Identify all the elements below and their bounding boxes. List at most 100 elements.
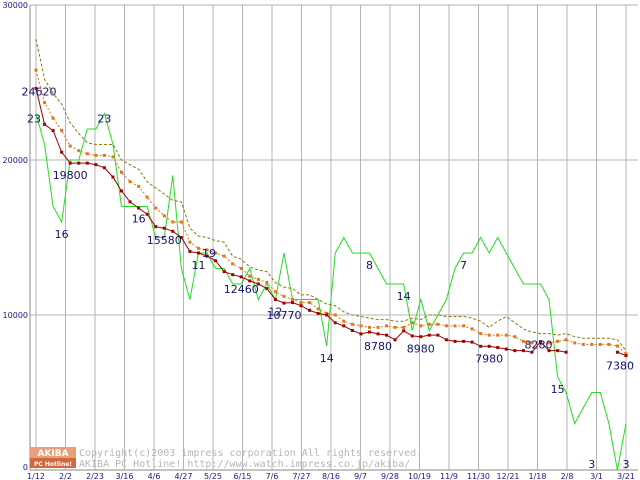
average-price-point: [68, 144, 72, 148]
lowest-price-point: [436, 333, 440, 337]
average-price-point: [385, 324, 389, 328]
average-price-point: [496, 333, 500, 337]
lowest-price-point: [564, 350, 568, 354]
lowest-price-point: [43, 122, 47, 126]
average-price-point: [51, 116, 55, 120]
lowest-price-point: [265, 287, 269, 291]
x-tick-label: 11/9: [440, 472, 458, 480]
average-price-point: [128, 180, 132, 184]
data-label: 16: [132, 213, 146, 226]
average-price-point: [162, 214, 166, 218]
average-price-point: [615, 344, 619, 348]
lowest-price-point: [128, 200, 132, 204]
lowest-price-point: [419, 335, 423, 339]
y-tick-label: 10000: [3, 311, 28, 320]
upper-price-line: [35, 38, 627, 351]
lowest-price-point: [85, 161, 89, 165]
average-price-point: [530, 341, 534, 345]
average-price-point: [581, 342, 585, 346]
lowest-price-point: [453, 339, 457, 343]
average-price-point: [248, 274, 252, 278]
lowest-price-point: [538, 340, 542, 344]
lowest-price-point: [427, 333, 431, 337]
shop-count-line: [35, 112, 627, 471]
x-tick-label: 5/25: [204, 472, 222, 480]
lowest-price-point: [214, 259, 218, 263]
lowest-price-point: [256, 282, 260, 286]
average-price-point: [256, 277, 260, 281]
watermark-logo-top: AKIBA: [37, 449, 68, 459]
data-label: 7: [460, 259, 467, 272]
average-price-point: [205, 248, 209, 252]
lowest-price-point: [239, 275, 243, 279]
lowest-price-point: [462, 339, 466, 343]
average-price-point: [43, 101, 47, 105]
lowest-price-point: [102, 166, 106, 170]
y-axis: 0 10000 20000 30000: [3, 1, 28, 472]
average-price-point: [607, 342, 611, 346]
average-price-point: [154, 206, 158, 210]
data-label: 23: [97, 113, 111, 126]
x-tick-label: 3/21: [617, 472, 635, 480]
x-tick-label: 11/30: [467, 472, 490, 480]
average-price-point: [231, 262, 235, 266]
average-price-point: [444, 324, 448, 328]
lowest-price-point: [137, 206, 141, 210]
y-tick-label: 30000: [3, 1, 28, 10]
average-price-point: [94, 153, 98, 157]
average-price-point: [359, 324, 363, 328]
average-price-point: [564, 338, 568, 342]
average-price-point: [402, 325, 406, 329]
average-price-point: [291, 298, 295, 301]
lowest-price-point: [393, 338, 397, 342]
average-price-point: [77, 149, 81, 153]
lowest-price-point: [188, 249, 192, 253]
data-labels: 24620 19800 15580 12460 10770 8780 8980 7980 828…: [22, 85, 635, 471]
x-tick-label: 7/27: [293, 472, 311, 480]
lowest-price-point: [530, 350, 534, 354]
data-label: 7380: [606, 360, 634, 373]
lowest-price-point: [350, 329, 354, 332]
lowest-price-point: [316, 311, 320, 315]
x-tick-label: 2/23: [86, 472, 104, 480]
average-price-point: [188, 240, 192, 244]
average-price-point: [137, 184, 141, 188]
plot-background: [30, 5, 638, 470]
average-price-point: [179, 220, 183, 224]
data-label: 3: [623, 458, 630, 471]
data-label: 8980: [407, 343, 435, 356]
lowest-price-point: [154, 225, 158, 229]
x-tick-label: 6/15: [234, 472, 252, 480]
lowest-price-point: [376, 332, 380, 336]
average-price-point: [436, 322, 440, 326]
average-price-point: [419, 324, 423, 328]
x-tick-label: 3/1: [590, 472, 603, 480]
x-tick-label: 9/7: [354, 472, 367, 480]
average-price-point: [393, 325, 397, 329]
data-label: 8: [366, 259, 373, 272]
data-label: 19800: [53, 169, 88, 182]
average-price-point: [145, 195, 149, 199]
average-price-point: [367, 325, 371, 329]
average-price-point: [547, 341, 551, 345]
x-tick-label: 1/12: [27, 472, 45, 480]
average-price-point: [410, 321, 414, 325]
lowest-price-point: [282, 301, 286, 305]
average-price-point: [120, 170, 124, 174]
average-price-point: [34, 68, 38, 72]
lowest-price-point: [333, 321, 337, 325]
data-label: 16: [55, 228, 69, 241]
lowest-price-point: [248, 279, 252, 283]
watermark-copyright: Copyright(c)2003 impress corporation All…: [79, 448, 422, 459]
lowest-price-point: [470, 340, 474, 344]
lowest-price-point: [231, 273, 235, 277]
average-price-point: [470, 327, 474, 331]
data-label: 12: [268, 306, 282, 319]
lowest-price-point: [547, 349, 551, 353]
data-label: 19: [202, 247, 216, 260]
logo-box-top: [30, 447, 76, 458]
lowest-price-point: [513, 349, 517, 353]
lowest-price-point: [359, 332, 363, 336]
lowest-price-point: [120, 189, 124, 193]
